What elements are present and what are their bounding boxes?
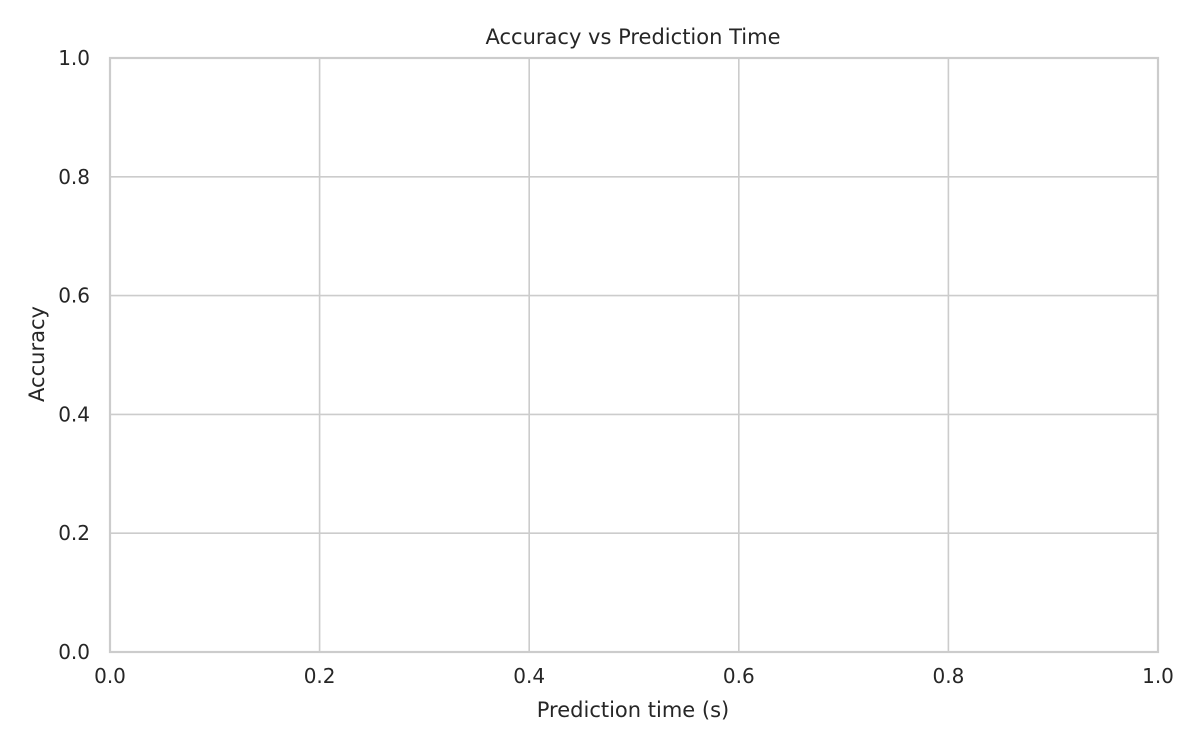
y-tick-label: 0.8	[58, 165, 90, 189]
y-tick-label: 0.2	[58, 521, 90, 545]
y-tick-label: 0.0	[58, 640, 90, 664]
x-axis-ticks: 0.0 0.2 0.4 0.6 0.8 1.0	[94, 664, 1174, 688]
y-tick-label: 0.4	[58, 402, 90, 426]
y-tick-label: 0.6	[58, 284, 90, 308]
x-tick-label: 0.4	[513, 664, 545, 688]
x-tick-label: 0.8	[932, 664, 964, 688]
y-tick-label: 1.0	[58, 46, 90, 70]
x-tick-label: 0.0	[94, 664, 126, 688]
plot-frame	[108, 56, 1160, 654]
y-axis-ticks: 0.0 0.2 0.4 0.6 0.8 1.0	[58, 46, 90, 664]
x-axis-label: Prediction time (s)	[537, 698, 729, 722]
x-tick-label: 1.0	[1142, 664, 1174, 688]
x-tick-label: 0.6	[723, 664, 755, 688]
chart-title: Accuracy vs Prediction Time	[486, 25, 781, 49]
y-axis-label: Accuracy	[25, 306, 49, 402]
x-tick-label: 0.2	[304, 664, 336, 688]
